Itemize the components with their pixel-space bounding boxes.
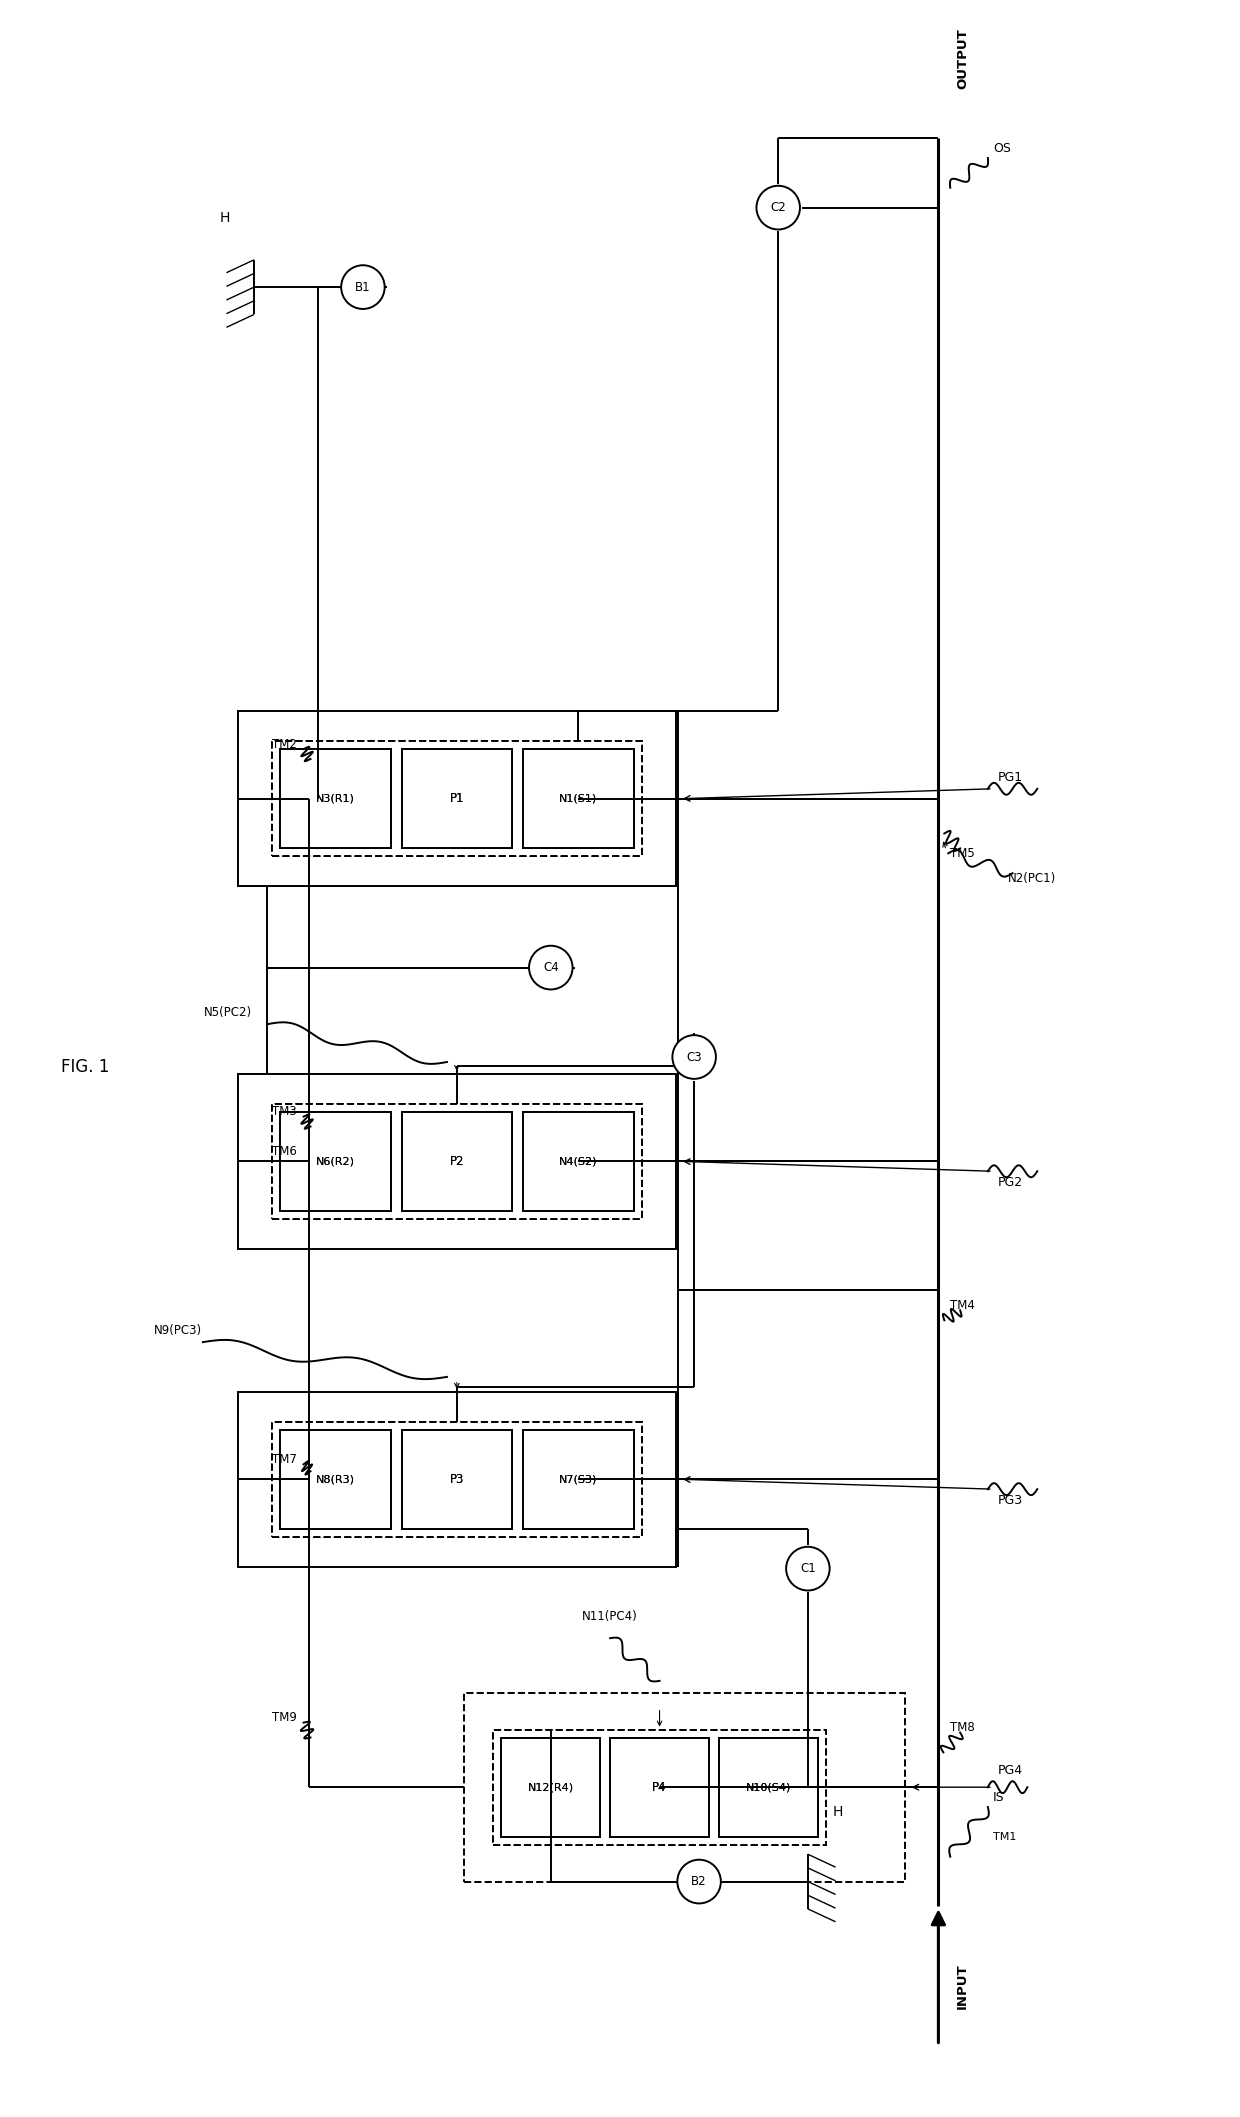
Text: P1: P1 [450, 792, 464, 804]
Circle shape [529, 946, 573, 989]
Circle shape [341, 265, 384, 309]
Text: N11(PC4): N11(PC4) [583, 1611, 639, 1624]
Text: TM7: TM7 [272, 1452, 296, 1465]
Text: N7(S3): N7(S3) [559, 1473, 598, 1484]
Text: B1: B1 [355, 282, 371, 294]
Bar [272, 1103, 641, 1219]
Text: PG1: PG1 [998, 771, 1023, 783]
Text: N2(PC1): N2(PC1) [1008, 872, 1055, 885]
Bar [272, 741, 641, 857]
Text: N4(S2): N4(S2) [559, 1156, 598, 1166]
Bar [523, 1111, 634, 1211]
Bar [501, 1738, 600, 1838]
Circle shape [677, 1859, 720, 1903]
Text: TM6: TM6 [272, 1145, 296, 1158]
Bar [523, 1429, 634, 1528]
Bar [402, 1429, 512, 1528]
Text: PG4: PG4 [998, 1763, 1023, 1778]
Text: TM4: TM4 [950, 1300, 975, 1313]
Circle shape [756, 186, 800, 229]
Bar [272, 1103, 641, 1219]
Text: P4: P4 [652, 1780, 667, 1793]
Text: TM2: TM2 [272, 737, 296, 752]
Text: TM3: TM3 [272, 1105, 296, 1118]
Bar [610, 1738, 709, 1838]
Bar [501, 1738, 600, 1838]
Text: N7(S3): N7(S3) [559, 1473, 598, 1484]
Bar [719, 1738, 817, 1838]
Text: H: H [832, 1806, 843, 1819]
Bar [464, 1694, 905, 1882]
Bar [272, 1423, 641, 1537]
Bar [280, 1429, 391, 1528]
Circle shape [786, 1548, 830, 1590]
Text: N6(R2): N6(R2) [316, 1156, 355, 1166]
Bar [402, 749, 512, 849]
Text: B2: B2 [691, 1876, 707, 1888]
Bar [280, 1111, 391, 1211]
Text: TM5: TM5 [950, 847, 975, 860]
Text: INPUT: INPUT [956, 1962, 970, 2009]
Text: N8(R3): N8(R3) [316, 1473, 355, 1484]
Text: TM1: TM1 [993, 1831, 1016, 1842]
Text: TM9: TM9 [272, 1711, 296, 1723]
Text: N3(R1): N3(R1) [316, 794, 355, 804]
Bar [280, 749, 391, 849]
Bar [402, 1111, 512, 1211]
Text: OS: OS [993, 142, 1011, 155]
Bar [238, 711, 676, 887]
Text: FIG. 1: FIG. 1 [61, 1058, 109, 1075]
Bar [523, 1429, 634, 1528]
Bar [238, 1073, 676, 1249]
Bar [272, 741, 641, 857]
Text: OUTPUT: OUTPUT [956, 28, 970, 89]
Text: N10(S4): N10(S4) [745, 1783, 791, 1793]
Text: PG3: PG3 [998, 1495, 1023, 1507]
Text: N4(S2): N4(S2) [559, 1156, 598, 1166]
Text: N9(PC3): N9(PC3) [154, 1323, 202, 1338]
Text: C3: C3 [687, 1050, 702, 1063]
Bar [402, 1111, 512, 1211]
Text: N12(R4): N12(R4) [528, 1783, 574, 1793]
Bar [280, 1429, 391, 1528]
Bar [494, 1730, 826, 1844]
Text: P3: P3 [450, 1473, 464, 1486]
Text: N5(PC2): N5(PC2) [203, 1006, 252, 1018]
Bar [523, 749, 634, 849]
Text: N8(R3): N8(R3) [316, 1473, 355, 1484]
Text: N12(R4): N12(R4) [528, 1783, 574, 1793]
Circle shape [672, 1035, 715, 1080]
Text: TM8: TM8 [950, 1721, 975, 1734]
Bar [280, 749, 391, 849]
Text: N6(R2): N6(R2) [316, 1156, 355, 1166]
Bar [272, 1423, 641, 1537]
Bar [402, 749, 512, 849]
Text: P4: P4 [652, 1780, 667, 1793]
Text: P2: P2 [450, 1154, 464, 1169]
Bar [494, 1730, 826, 1844]
Text: P3: P3 [450, 1473, 464, 1486]
Text: N1(S1): N1(S1) [559, 794, 598, 804]
Text: PG2: PG2 [998, 1177, 1023, 1190]
Bar [280, 1111, 391, 1211]
Text: P1: P1 [450, 792, 464, 804]
Text: C4: C4 [543, 961, 559, 974]
Bar [238, 1391, 676, 1567]
Text: P2: P2 [450, 1154, 464, 1169]
Text: H: H [219, 210, 229, 224]
Text: N3(R1): N3(R1) [316, 794, 355, 804]
Text: C1: C1 [800, 1562, 816, 1575]
Bar [402, 1429, 512, 1528]
Text: N1(S1): N1(S1) [559, 794, 598, 804]
Bar [523, 749, 634, 849]
Text: N10(S4): N10(S4) [745, 1783, 791, 1793]
Bar [610, 1738, 709, 1838]
Text: C2: C2 [770, 201, 786, 214]
Text: IS: IS [993, 1791, 1004, 1804]
Bar [523, 1111, 634, 1211]
Bar [719, 1738, 817, 1838]
